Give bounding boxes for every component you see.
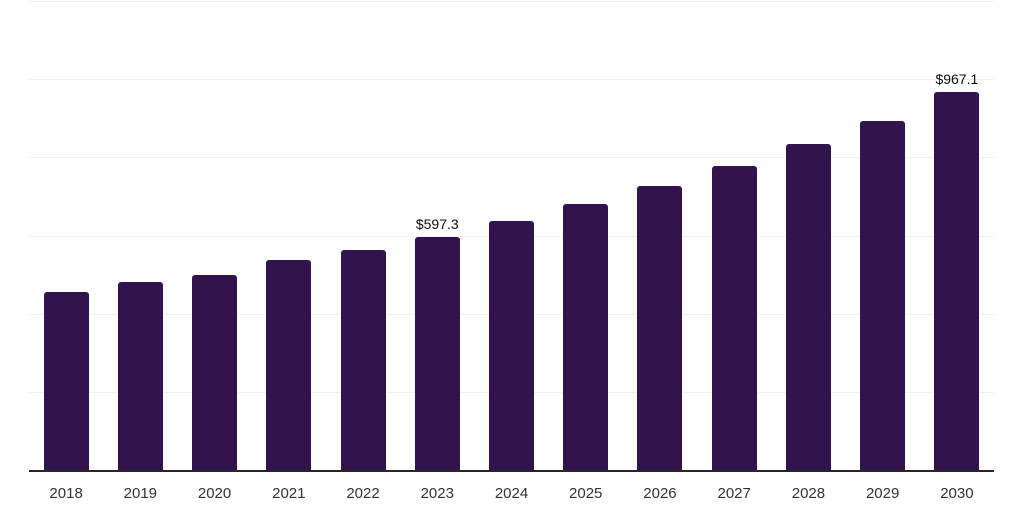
x-axis-line [29,470,994,472]
bar-value-label-2030: $967.1 [935,71,979,88]
x-tick-label-2029: 2029 [865,485,900,502]
bar-2024 [489,220,534,470]
bar-2026 [637,185,683,470]
x-tick-label-2023: 2023 [420,485,454,502]
bar-2025 [563,203,609,470]
bar-2018 [43,292,89,470]
bar-2021 [266,260,312,470]
x-tick-label-2028: 2028 [791,485,826,502]
x-tick-label-2024: 2024 [494,485,529,502]
bar-2027 [711,165,757,470]
x-tick-label-2030: 2030 [940,485,974,502]
x-tick-label-2022: 2022 [346,485,380,502]
gridline-1200 [29,1,994,2]
x-tick-label-2027: 2027 [717,485,751,502]
bar-2028 [785,143,831,470]
x-tick-label-2021: 2021 [272,485,306,502]
bar-2019 [117,281,163,470]
bar-2030 [934,92,980,470]
gridline-1000 [29,79,994,81]
x-tick-label-2018: 2018 [49,485,83,502]
x-tick-label-2019: 2019 [123,485,158,502]
bar-2020 [192,274,238,470]
gridline-800 [29,157,994,159]
x-tick-label-2020: 2020 [197,485,232,502]
bar-value-label-2023: $597.3 [415,215,459,232]
bar-2029 [860,120,906,470]
bar-2022 [340,250,386,470]
x-tick-label-2026: 2026 [643,485,677,502]
bar-2023 [414,236,460,470]
x-tick-label-2025: 2025 [569,485,603,502]
